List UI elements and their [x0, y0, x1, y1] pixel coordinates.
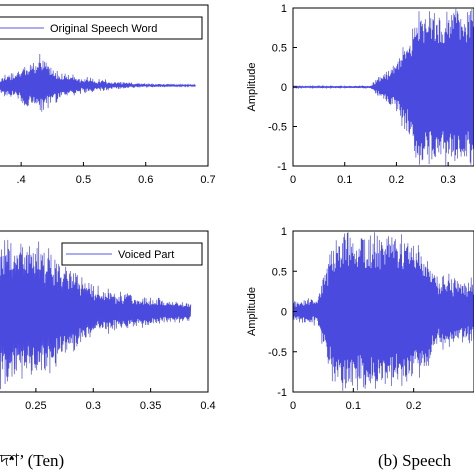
x-tick-label: 0.1: [337, 174, 352, 186]
caption-left: দশ’ (Ten): [0, 451, 64, 470]
x-tick-label: 0.5: [76, 174, 91, 186]
x-tick-label: 0: [290, 400, 296, 412]
legend-label: Original Speech Word: [50, 23, 157, 35]
legend-box: [0, 16, 203, 40]
y-tick-label: 0.5: [272, 43, 287, 55]
x-tick-label: 0.7: [200, 174, 215, 186]
y-tick-label: 1: [281, 3, 287, 15]
y-tick-label: -0.5: [268, 122, 287, 134]
chart-panel-3: 0.25 0.3 0.35 0.4 Voiced Part: [0, 230, 216, 412]
caption-right: (b) Speech: [378, 451, 452, 470]
x-tick-label: 0.35: [140, 400, 161, 412]
y-tick-label: 1: [281, 226, 287, 238]
x-tick-label: 0.6: [138, 174, 153, 186]
waveform-series: [293, 8, 474, 166]
charts-layer: .4 0.5 0.6 0.7 Original Speech Word 0 0.1 0.2 0.…: [0, 3, 474, 412]
waveform-series: [0, 239, 192, 390]
y-axis-label: Amplitude: [246, 287, 258, 336]
x-tick-label: 0.4: [200, 400, 215, 412]
x-tick-label: 0.3: [440, 174, 455, 186]
chart-panel-4: 0 0.1 0.2 1 0.5 0 -0.5 -1 Amplitude: [246, 226, 474, 412]
x-tick-label: 0.25: [25, 400, 46, 412]
x-tick-label: 0: [290, 174, 296, 186]
x-tick-label: 0.2: [406, 400, 421, 412]
y-tick-label: 0.5: [272, 266, 287, 278]
chart-panel-1: .4 0.5 0.6 0.7 Original Speech Word: [0, 4, 216, 186]
x-tick-label: 0.1: [346, 400, 361, 412]
legend-label: Voiced Part: [118, 249, 174, 261]
y-tick-label: -0.5: [268, 347, 287, 359]
x-tick-label: .4: [17, 174, 26, 186]
chart-panel-2: 0 0.1 0.2 0.3 1 0.5 0 -0.5 -1 Amplitude: [246, 3, 474, 186]
y-tick-label: 0: [281, 82, 287, 94]
y-tick-label: -1: [277, 387, 287, 399]
legend-box: [61, 242, 203, 266]
y-tick-label: -1: [277, 161, 287, 173]
x-tick-label: 0.2: [389, 174, 404, 186]
y-axis-label: Amplitude: [246, 63, 258, 112]
waveform-series: [0, 53, 196, 112]
axes-box: [0, 230, 209, 393]
x-tick-label: 0.3: [86, 400, 101, 412]
y-tick-label: 0: [281, 307, 287, 319]
waveform-series: [293, 232, 474, 391]
axes-box: [0, 4, 209, 167]
